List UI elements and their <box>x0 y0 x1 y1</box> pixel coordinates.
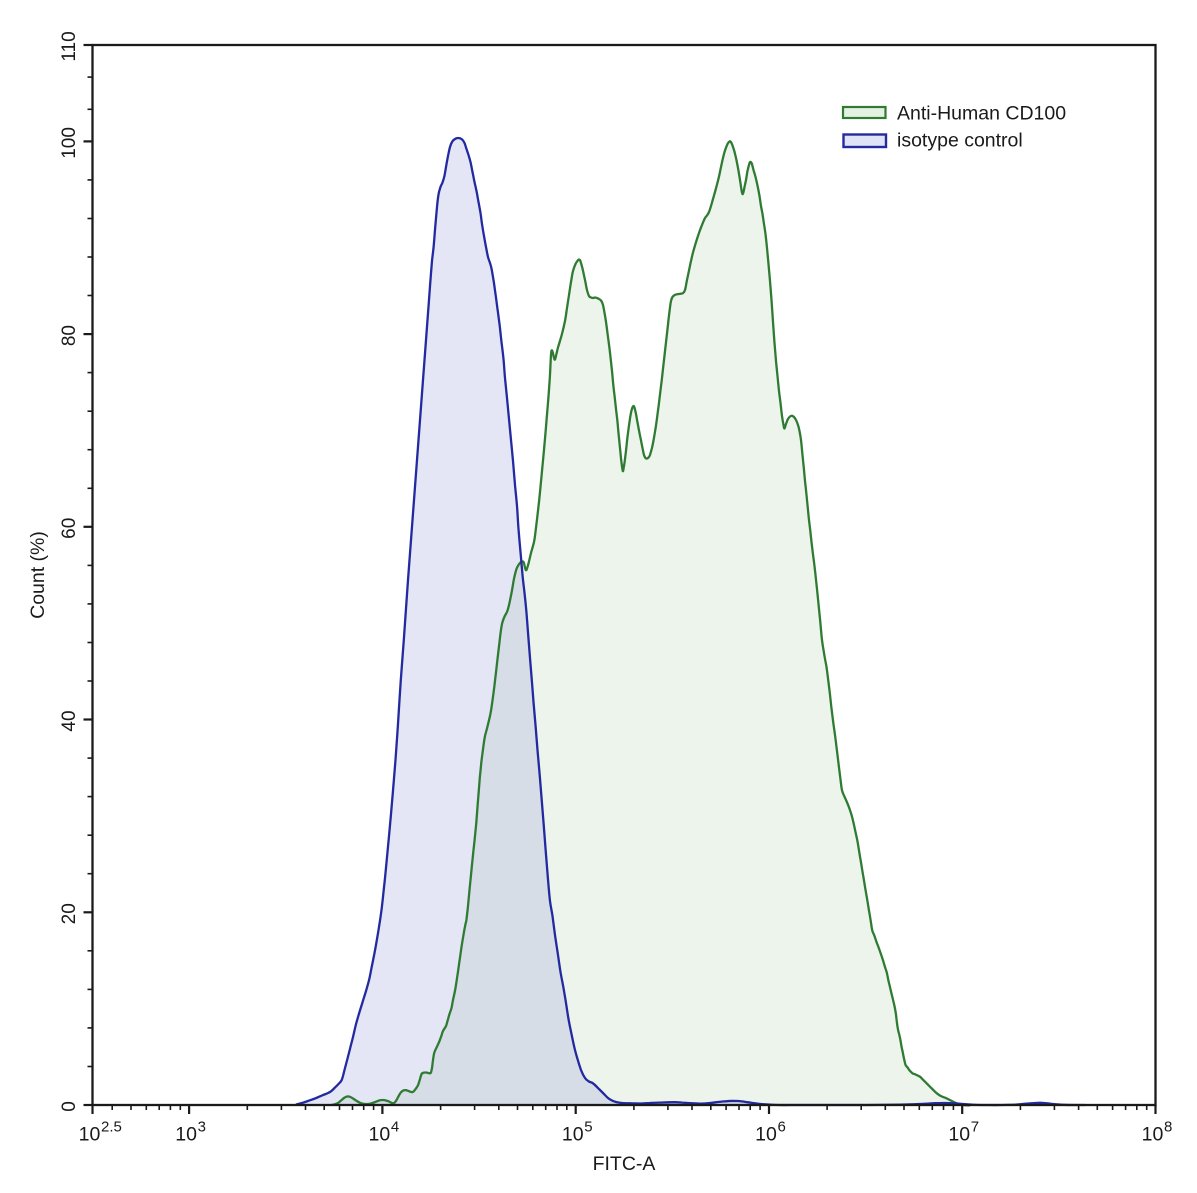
svg-text:0: 0 <box>59 1101 80 1112</box>
svg-text:100: 100 <box>59 127 80 159</box>
svg-text:60: 60 <box>59 518 80 539</box>
svg-text:20: 20 <box>59 903 80 924</box>
svg-text:80: 80 <box>59 325 80 346</box>
svg-text:40: 40 <box>59 710 80 731</box>
svg-text:Anti-Human CD100: Anti-Human CD100 <box>897 103 1066 125</box>
svg-text:10: 10 <box>562 1124 584 1146</box>
svg-text:10: 10 <box>369 1124 391 1146</box>
svg-text:110: 110 <box>59 31 80 61</box>
svg-text:FITC-A: FITC-A <box>593 1153 656 1175</box>
svg-text:6: 6 <box>778 1119 786 1136</box>
svg-text:3: 3 <box>198 1119 206 1136</box>
svg-text:isotype control: isotype control <box>897 130 1023 152</box>
svg-text:Count (%): Count (%) <box>27 531 49 619</box>
svg-text:10: 10 <box>175 1124 197 1146</box>
svg-text:7: 7 <box>971 1119 979 1136</box>
svg-text:2.5: 2.5 <box>101 1119 122 1136</box>
svg-text:10: 10 <box>1142 1124 1164 1146</box>
svg-text:10: 10 <box>755 1124 777 1146</box>
svg-text:8: 8 <box>1164 1119 1172 1136</box>
svg-text:5: 5 <box>584 1119 592 1136</box>
svg-text:10: 10 <box>948 1124 970 1146</box>
svg-text:4: 4 <box>391 1119 399 1136</box>
svg-text:10: 10 <box>79 1124 101 1146</box>
